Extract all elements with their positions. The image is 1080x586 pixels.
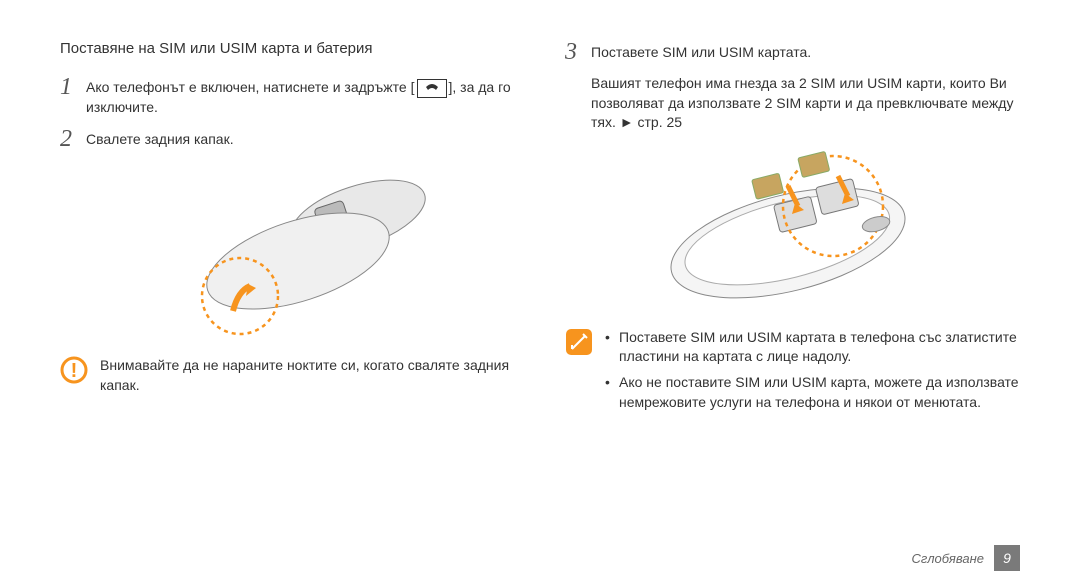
svg-text:!: ! [71, 360, 78, 382]
warning-block: ! Внимавайте да не нараните ноктите си, … [60, 356, 515, 395]
footer-section: Сглобяване [912, 551, 984, 566]
step-1: 1 Ако телефонът е включен, натиснете и з… [60, 75, 515, 117]
end-call-key-icon [417, 79, 447, 98]
step-2: 2 Свалете задния капак. [60, 127, 515, 151]
left-column: Поставяне на SIM или USIM карта и батери… [60, 40, 515, 418]
right-column: 3 Поставете SIM или USIM картата. Вашият… [565, 40, 1020, 418]
note-item-2: Ако не поставите SIM или USIM карта, мож… [605, 373, 1020, 412]
note-item-1: Поставете SIM или USIM картата в телефон… [605, 328, 1020, 367]
warning-icon: ! [60, 356, 88, 384]
step-num-3: 3 [565, 40, 591, 64]
step-num-1: 1 [60, 75, 86, 99]
step-3-subtext: Вашият телефон има гнезда за 2 SIM или U… [591, 74, 1020, 133]
footer-page-number: 9 [994, 545, 1020, 571]
left-heading: Поставяне на SIM или USIM карта и батери… [60, 40, 515, 57]
illustration-back-cover [60, 166, 515, 341]
note-list: Поставете SIM или USIM картата в телефон… [605, 328, 1020, 418]
step-1-text: Ако телефонът е включен, натиснете и зад… [86, 75, 515, 117]
page-footer: Сглобяване 9 [912, 545, 1020, 571]
step1-pre: Ако телефонът е включен, натиснете и зад… [86, 79, 415, 95]
step-3-text: Поставете SIM или USIM картата. [591, 40, 811, 63]
note-block: Поставете SIM или USIM картата в телефон… [565, 328, 1020, 418]
warning-text: Внимавайте да не нараните ноктите си, ко… [100, 356, 515, 395]
step-3: 3 Поставете SIM или USIM картата. [565, 40, 1020, 64]
illustration-sim-slots [565, 148, 1020, 313]
step-2-text: Свалете задния капак. [86, 127, 234, 150]
note-icon [565, 328, 593, 356]
step-num-2: 2 [60, 127, 86, 151]
